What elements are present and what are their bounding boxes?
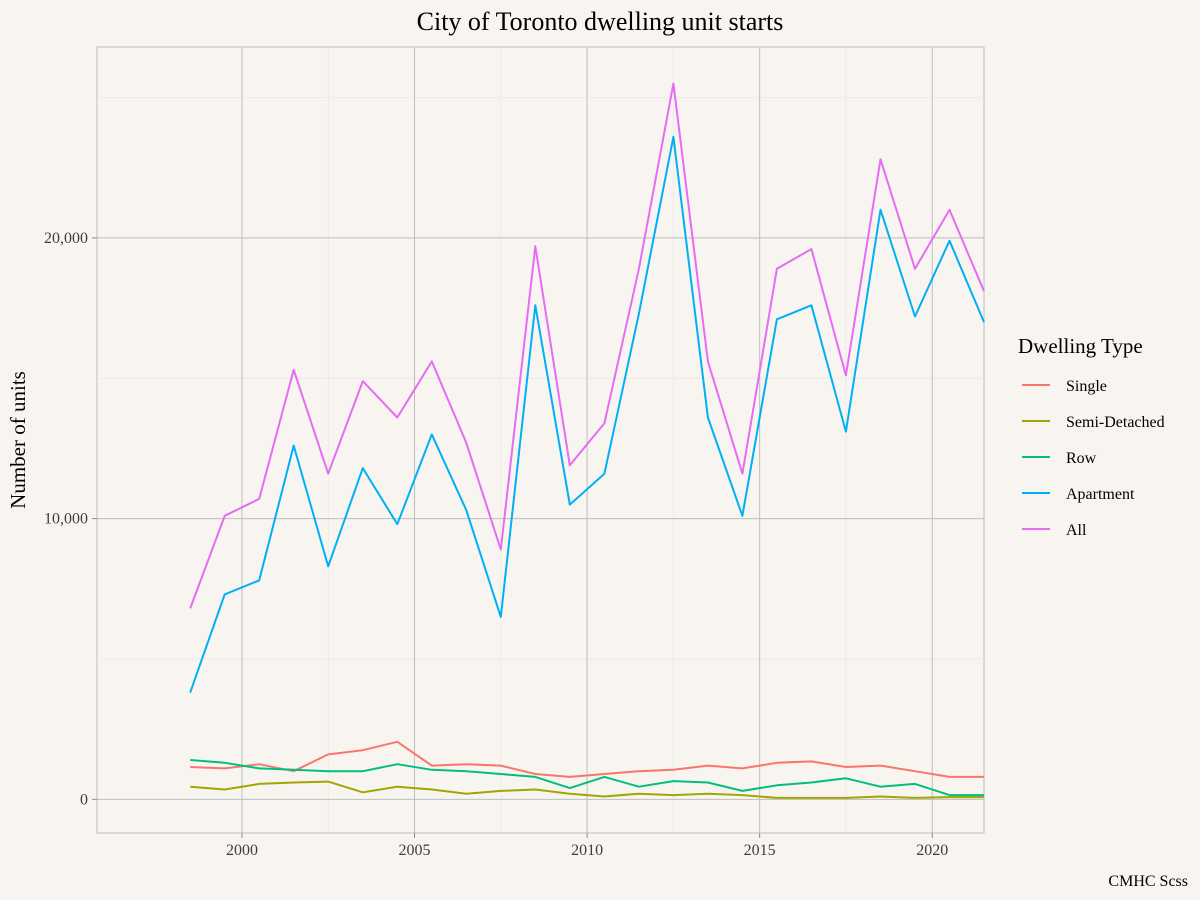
- series-line-semi-detached: [190, 780, 984, 799]
- series-line-row: [190, 759, 984, 797]
- x-tick-label: 2005: [399, 842, 431, 859]
- x-tick-label: 2015: [744, 842, 776, 859]
- legend: Dwelling Type Single Semi-Detached Row Apar…: [1018, 334, 1165, 539]
- legend-label-row: Row: [1066, 450, 1097, 467]
- y-axis-ticks: 0 10,000 20,000: [44, 230, 97, 808]
- x-tick-label: 2020: [916, 842, 948, 859]
- chart-title: City of Toronto dwelling unit starts: [417, 7, 784, 36]
- series-lines: [189, 82, 985, 799]
- plot-panel-border: [96, 46, 985, 834]
- y-axis-label: Number of units: [6, 371, 30, 509]
- x-tick-label: 2000: [226, 842, 258, 859]
- legend-label-apartment: Apartment: [1066, 486, 1135, 503]
- series-line-apartment: [189, 135, 985, 693]
- major-gridlines: [97, 47, 984, 833]
- legend-label-all: All: [1066, 522, 1087, 539]
- minor-gridlines: [97, 47, 984, 833]
- series-line-all: [189, 82, 985, 609]
- x-axis-ticks: 2000 2005 2010 2015 2020: [226, 833, 948, 859]
- x-tick-label: 2010: [571, 842, 603, 859]
- y-tick-label: 10,000: [44, 511, 88, 528]
- y-tick-label: 20,000: [44, 230, 88, 247]
- series-line-single: [190, 740, 984, 778]
- legend-label-semi-detached: Semi-Detached: [1066, 414, 1165, 431]
- legend-label-single: Single: [1066, 378, 1107, 395]
- chart-caption: CMHC Scss: [1108, 873, 1188, 890]
- y-tick-label: 0: [80, 791, 88, 808]
- legend-title: Dwelling Type: [1018, 334, 1143, 358]
